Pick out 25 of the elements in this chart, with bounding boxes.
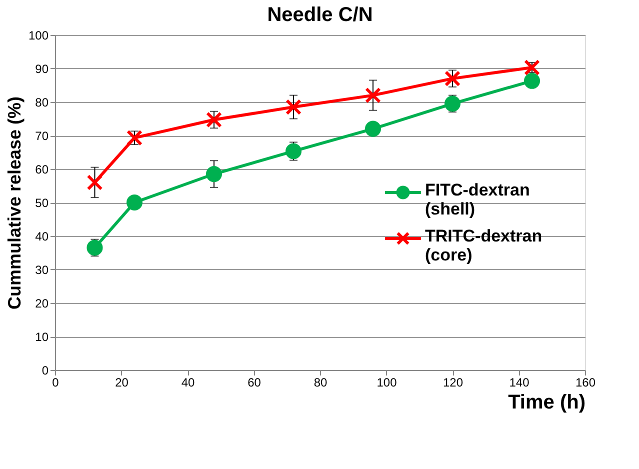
y-tick-label: 20 — [35, 296, 49, 310]
y-tick-label: 10 — [35, 330, 49, 344]
y-tick-label: 30 — [35, 263, 49, 277]
y-tick-label: 70 — [35, 129, 49, 143]
x-tick-label: 20 — [115, 376, 129, 390]
y-tick-label: 100 — [28, 28, 49, 42]
y-tick-label: 50 — [35, 196, 49, 210]
x-axis-title: Time (h) — [508, 392, 586, 414]
y-tick-label: 90 — [35, 62, 49, 76]
x-tick-label: 140 — [509, 376, 530, 390]
y-axis-title: Cummulative release (%) — [4, 96, 24, 310]
chart-title: Needle C/N — [267, 4, 373, 26]
y-tick-label: 40 — [35, 230, 49, 244]
x-tick-label: 80 — [314, 376, 328, 390]
x-tick-label: 60 — [248, 376, 262, 390]
legend-label: TRITC-dextran (core) — [425, 226, 542, 264]
x-tick-label: 40 — [181, 376, 195, 390]
y-tick-label: 80 — [35, 96, 49, 110]
y-tick-label: 0 — [42, 364, 49, 378]
x-tick-label: 160 — [575, 376, 596, 390]
x-tick-label: 120 — [442, 376, 464, 390]
legend-label: FITC-dextran (shell) — [425, 180, 530, 218]
x-tick-label: 100 — [376, 376, 398, 390]
y-tick-label: 60 — [35, 162, 49, 176]
x-tick-label: 0 — [52, 376, 60, 390]
